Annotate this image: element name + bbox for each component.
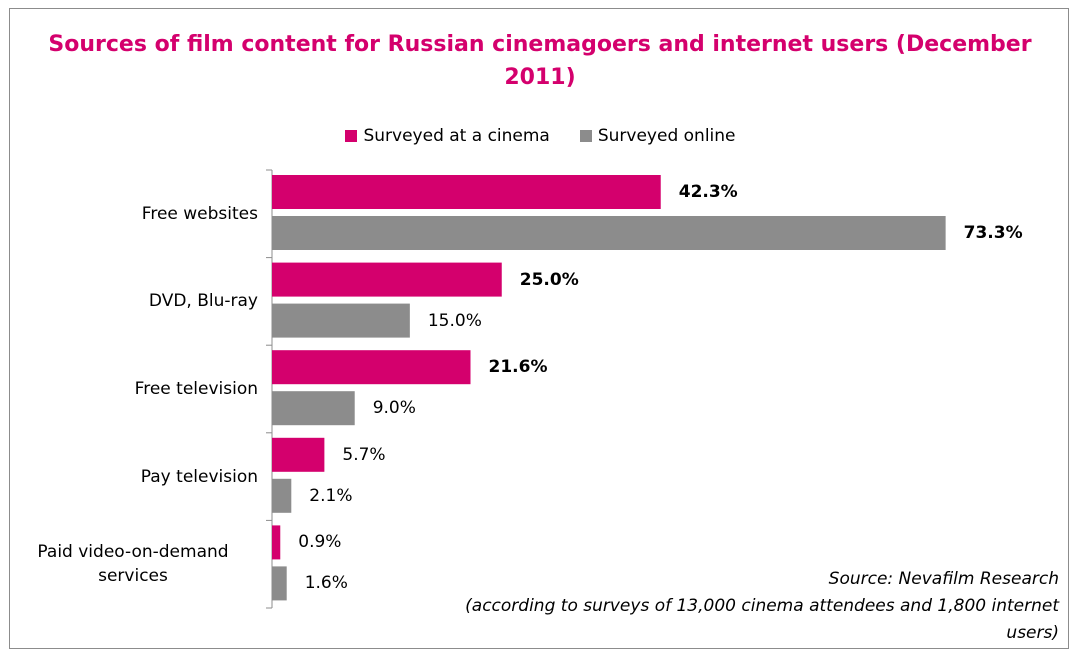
category-text: Paid video-on-demand services (37, 542, 229, 587)
value-label: 5.7% (342, 444, 386, 465)
category-text: Pay television (140, 466, 258, 487)
category-label: Free websites (8, 170, 258, 258)
source: Source: Nevafilm Research (828, 569, 1059, 589)
value-label: 2.1% (309, 485, 353, 506)
value-label: 15.0% (427, 310, 482, 331)
legend: Surveyed at a cinema Surveyed online (0, 126, 1081, 146)
category-label: Paid video-on-demand services (8, 520, 258, 608)
bar (272, 303, 410, 338)
category-label: DVD, Blu-ray (8, 258, 258, 346)
legend-label: Surveyed online (597, 126, 736, 146)
bar (272, 350, 471, 385)
bar (272, 391, 355, 426)
value-label: 0.9% (298, 532, 342, 553)
category-label: Free television (8, 345, 258, 433)
bar (272, 566, 287, 601)
note: (according to surveys of 13,000 cinema a… (465, 596, 1059, 643)
legend-item: Surveyed online (579, 126, 736, 146)
legend-label: Surveyed at a cinema (363, 126, 550, 146)
value-label: 25.0% (519, 269, 579, 290)
bar (272, 437, 325, 472)
bar (272, 525, 281, 560)
legend-swatch (579, 130, 592, 142)
bar (272, 262, 502, 297)
bar (272, 478, 292, 513)
chart-frame (9, 8, 1069, 649)
value-label: 21.6% (488, 357, 548, 378)
bar (272, 216, 946, 250)
chart-title: Sources of film content for Russian cine… (48, 32, 1032, 90)
category-text: DVD, Blu-ray (148, 291, 258, 312)
category-label: Pay television (8, 433, 258, 521)
legend-item: Surveyed at a cinema (345, 126, 550, 146)
category-text: Free television (134, 378, 258, 399)
value-label: 1.6% (304, 573, 348, 594)
source-block: Source: Nevafilm Research (according to … (439, 566, 1059, 647)
value-label: 42.3% (678, 182, 738, 202)
bar (272, 175, 661, 209)
legend-swatch (345, 130, 358, 142)
value-label: 9.0% (372, 398, 416, 419)
value-label: 73.3% (963, 223, 1023, 243)
category-text: Free websites (141, 203, 258, 224)
